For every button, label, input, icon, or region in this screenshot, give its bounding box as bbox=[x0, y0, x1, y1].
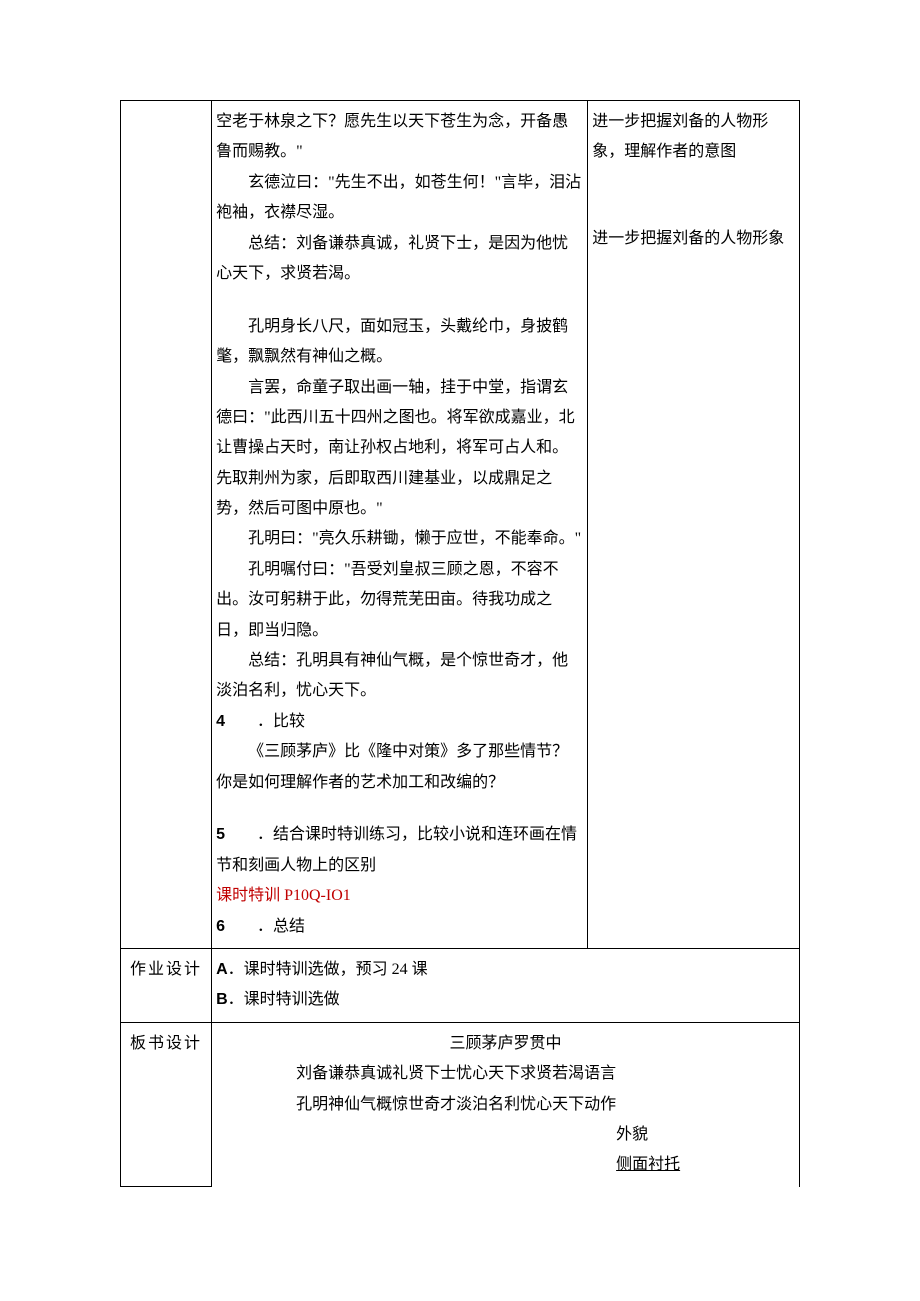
item-6-number: 6 bbox=[216, 918, 225, 935]
item-5-title: ．结合课时特训练习，比较小说和连环画在情节和刻画人物上的区别 bbox=[216, 826, 577, 873]
paragraph-4: 孔明身长八尺，面如冠玉，头戴纶巾，身披鹤氅，飘飘然有神仙之概。 bbox=[216, 312, 583, 373]
board-line-3: 外貌 bbox=[216, 1120, 795, 1150]
board-label-cell: 板书设计 bbox=[121, 1022, 212, 1186]
item-4-number: 4 bbox=[216, 713, 225, 730]
spacer bbox=[216, 798, 583, 820]
homework-row: 作业设计 A．课时特训选做，预习 24 课 B．课时特训选做 bbox=[121, 948, 800, 1022]
paragraph-2: 玄德泣曰："先生不出，如苍生何！"言毕，泪沾袍袖，衣襟尽湿。 bbox=[216, 168, 583, 229]
item-5-red-note: 课时特训 P10Q-IO1 bbox=[216, 881, 583, 911]
item-5-heading: 5．结合课时特训练习，比较小说和连环画在情节和刻画人物上的区别 bbox=[216, 820, 583, 881]
item-4-body: 《三顾茅庐》比《隆中对策》多了那些情节？你是如何理解作者的艺术加工和改编的？ bbox=[216, 737, 583, 798]
item-4-heading: 4 ．比较 bbox=[216, 707, 583, 737]
paragraph-5: 言罢，命童子取出画一轴，挂于中堂，指谓玄德曰："此西川五十四州之图也。将军欲成嘉… bbox=[216, 373, 583, 525]
item-5-red-text: 课时特训 P10Q-IO1 bbox=[216, 887, 351, 904]
board-row: 板书设计 三顾茅庐罗贯中 刘备谦恭真诚礼贤下士忧心天下求贤若渴语言 孔明神仙气概… bbox=[121, 1022, 800, 1186]
item-6-heading: 6 ．总结 bbox=[216, 912, 583, 942]
homework-label-cell: 作业设计 bbox=[121, 948, 212, 1022]
board-line-1: 刘备谦恭真诚礼贤下士忧心天下求贤若渴语言 bbox=[216, 1059, 795, 1089]
paragraph-8: 总结：孔明具有神仙气概，是个惊世奇才，他淡泊名利，忧心天下。 bbox=[216, 646, 583, 707]
paragraph-6: 孔明曰："亮久乐耕锄，懒于应世，不能奉命。" bbox=[216, 524, 583, 554]
main-content-cell: 空老于林泉之下？愿先生以天下苍生为念，开备愚鲁而赐教。" 玄德泣曰："先生不出，… bbox=[212, 101, 588, 949]
paragraph-1: 空老于林泉之下？愿先生以天下苍生为念，开备愚鲁而赐教。" bbox=[216, 107, 583, 168]
homework-a-text: ．课时特训选做，预习 24 课 bbox=[228, 961, 428, 978]
board-line-2: 孔明神仙气概惊世奇才淡泊名利忧心天下动作 bbox=[216, 1090, 795, 1120]
spacer bbox=[216, 289, 583, 311]
layout-table: 空老于林泉之下？愿先生以天下苍生为念，开备愚鲁而赐教。" 玄德泣曰："先生不出，… bbox=[120, 100, 800, 1187]
board-content-cell: 三顾茅庐罗贯中 刘备谦恭真诚礼贤下士忧心天下求贤若渴语言 孔明神仙气概惊世奇才淡… bbox=[212, 1022, 800, 1186]
item-6-title: ．总结 bbox=[257, 918, 305, 935]
spacer bbox=[592, 168, 795, 224]
homework-line-b: B．课时特训选做 bbox=[216, 985, 795, 1015]
board-line-4: 侧面衬托 bbox=[216, 1150, 795, 1180]
page-container: 空老于林泉之下？愿先生以天下苍生为念，开备愚鲁而赐教。" 玄德泣曰："先生不出，… bbox=[0, 0, 920, 1301]
board-title: 三顾茅庐罗贯中 bbox=[216, 1029, 795, 1059]
paragraph-3: 总结：刘备谦恭真诚，礼贤下士，是因为他忧心天下，求贤若渴。 bbox=[216, 229, 583, 290]
item-4-title: ．比较 bbox=[257, 713, 305, 730]
paragraph-7: 孔明嘱付曰："吾受刘皇叔三顾之恩，不容不出。汝可躬耕于此，勿得荒芜田亩。待我功成… bbox=[216, 555, 583, 646]
right-note-2: 进一步把握刘备的人物形象 bbox=[592, 224, 795, 254]
right-column-cell: 进一步把握刘备的人物形象，理解作者的意图 进一步把握刘备的人物形象 bbox=[588, 101, 800, 949]
homework-b-prefix: B bbox=[216, 991, 228, 1008]
main-row: 空老于林泉之下？愿先生以天下苍生为念，开备愚鲁而赐教。" 玄德泣曰："先生不出，… bbox=[121, 101, 800, 949]
homework-line-a: A．课时特训选做，预习 24 课 bbox=[216, 955, 795, 985]
homework-b-text: ．课时特训选做 bbox=[228, 991, 340, 1008]
item-5-number: 5 bbox=[216, 826, 225, 843]
homework-a-prefix: A bbox=[216, 961, 228, 978]
homework-content-cell: A．课时特训选做，预习 24 课 B．课时特训选做 bbox=[212, 948, 800, 1022]
right-note-1: 进一步把握刘备的人物形象，理解作者的意图 bbox=[592, 107, 795, 168]
main-row-label-cell bbox=[121, 101, 212, 949]
